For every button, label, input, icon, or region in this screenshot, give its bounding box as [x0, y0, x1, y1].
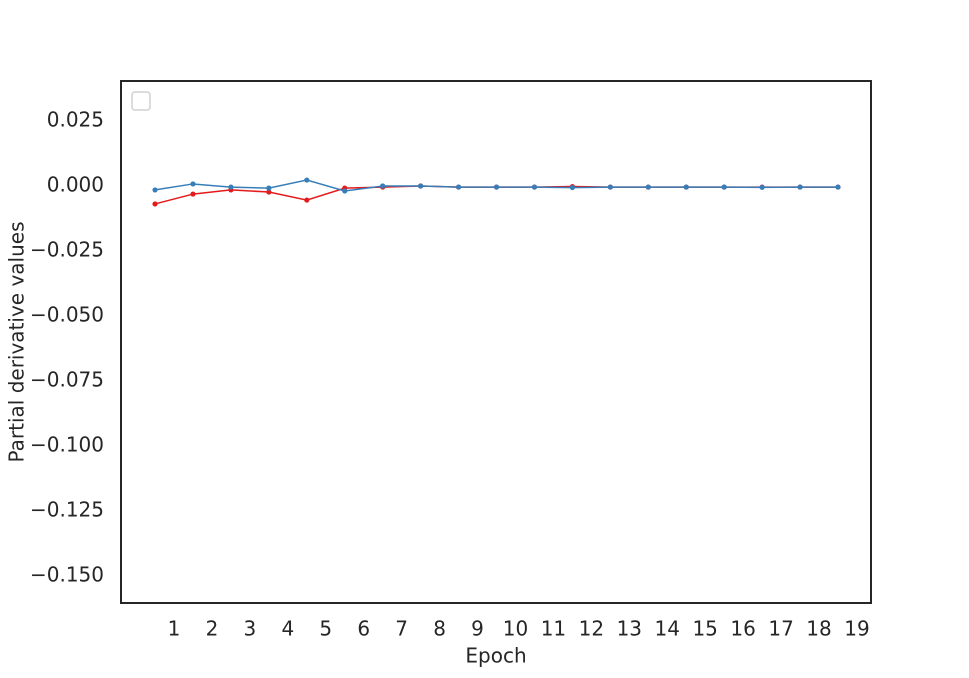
- point: [797, 184, 803, 190]
- point: [531, 184, 538, 190]
- y-tick-label: −0.100: [30, 432, 104, 456]
- x-tick-label: 8: [433, 617, 446, 641]
- x-tick-label: 7: [395, 617, 408, 641]
- x-tick-label: 6: [357, 617, 370, 641]
- point: [607, 184, 613, 190]
- x-tick-label: 1: [168, 617, 181, 641]
- y-tick-label: −0.050: [30, 303, 104, 327]
- x-tick-label: 14: [655, 617, 680, 641]
- point: [645, 184, 651, 190]
- point: [380, 183, 386, 189]
- point: [266, 185, 272, 191]
- x-tick-label: 15: [692, 617, 717, 641]
- point: [569, 184, 575, 191]
- x-tick-label: 2: [206, 617, 219, 641]
- point: [304, 177, 310, 183]
- x-tick-label: 4: [281, 617, 294, 641]
- x-tick-label: 17: [768, 617, 793, 641]
- point: [190, 181, 196, 187]
- x-tick-label: 10: [503, 617, 528, 641]
- point: [418, 183, 424, 189]
- x-tick-label: 11: [541, 617, 566, 641]
- x-tick-label: 13: [617, 617, 642, 641]
- point: [304, 197, 310, 203]
- point: [455, 184, 462, 190]
- x-tick-label: 16: [730, 617, 755, 641]
- point: [493, 184, 500, 190]
- x-tick-label: 12: [579, 617, 604, 641]
- x-tick-label: 18: [806, 617, 831, 641]
- y-tick-label: 0.000: [47, 173, 104, 197]
- y-tick-label: −0.075: [30, 367, 104, 391]
- x-tick-label: 5: [319, 617, 332, 641]
- point: [835, 184, 841, 190]
- point: [721, 184, 727, 190]
- x-axis-label: Epoch: [465, 644, 526, 668]
- y-tick-label: −0.025: [30, 238, 104, 262]
- x-tick-label: 19: [844, 617, 869, 641]
- point: [266, 189, 272, 195]
- point: [152, 187, 158, 193]
- point: [152, 201, 158, 207]
- legend-box: [131, 91, 151, 111]
- y-tick-label: −0.150: [30, 562, 104, 586]
- y-tick-label: −0.125: [30, 497, 104, 521]
- point: [190, 191, 196, 197]
- x-tick-label: 9: [471, 617, 484, 641]
- point: [228, 184, 234, 190]
- point: [342, 188, 348, 194]
- point: [759, 184, 765, 190]
- x-tick-label: 3: [244, 617, 257, 641]
- y-tick-label: 0.025: [47, 108, 104, 132]
- y-axis-label: Partial derivative values: [5, 221, 29, 462]
- point: [683, 184, 689, 190]
- plot-frame: [120, 80, 872, 604]
